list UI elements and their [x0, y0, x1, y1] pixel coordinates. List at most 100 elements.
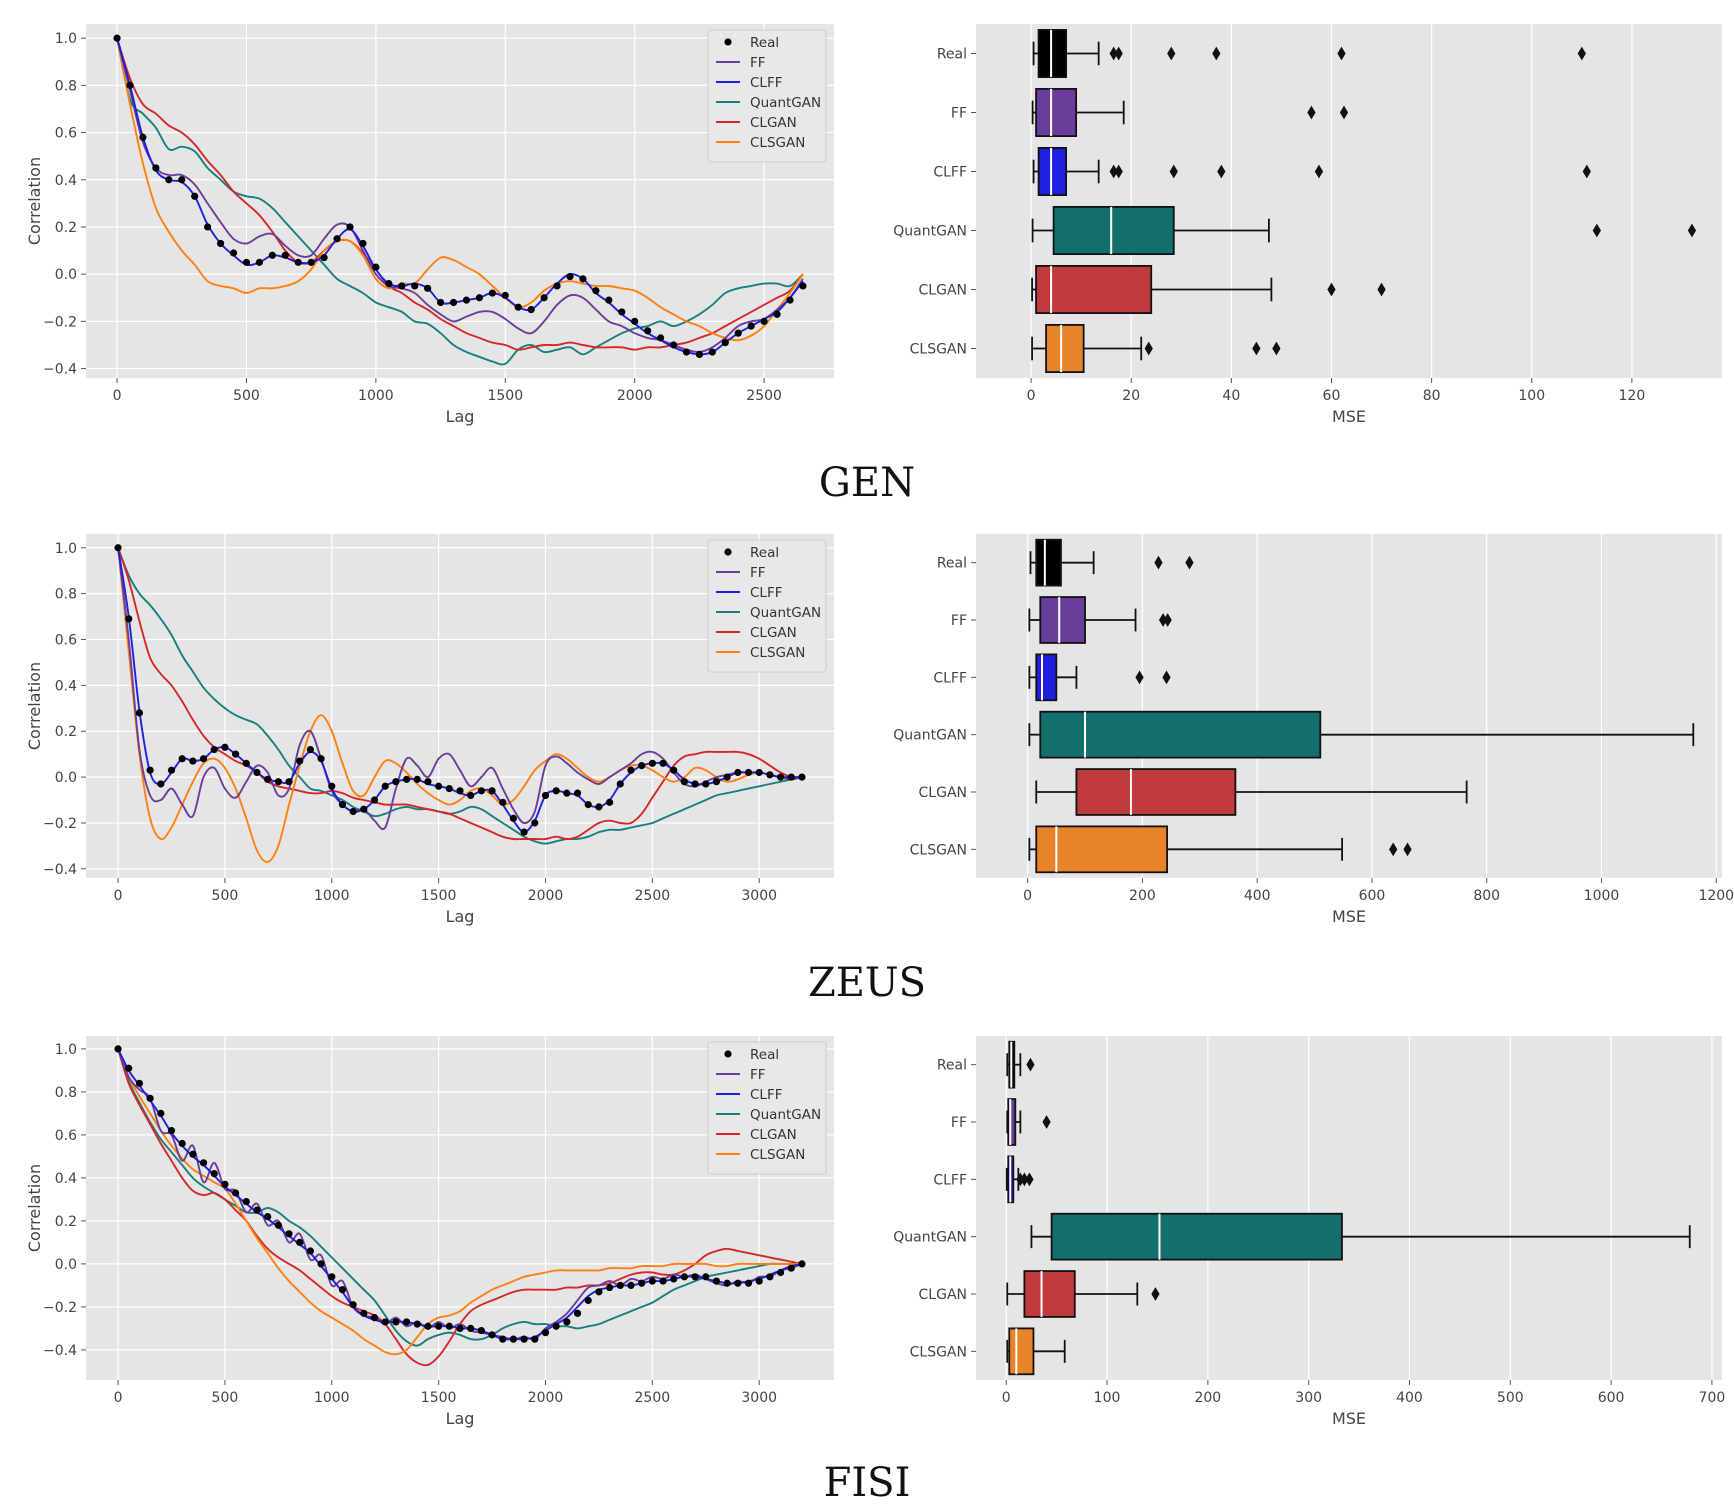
x-tick-label: 300: [1295, 1390, 1322, 1406]
y-tick-label: −0.2: [43, 816, 77, 832]
data-point-real: [477, 787, 485, 795]
data-point-real: [531, 1335, 539, 1343]
box-body: [1035, 538, 1062, 587]
data-point-real: [773, 310, 781, 318]
data-point-real: [798, 1260, 806, 1268]
outlier-marker: [1109, 46, 1118, 61]
data-point-real: [242, 1197, 250, 1206]
data-point-real: [488, 1331, 496, 1339]
box-body: [1035, 264, 1153, 314]
box-body: [1007, 1098, 1017, 1146]
legend-label: Real: [750, 1047, 779, 1063]
data-point-real: [712, 1277, 721, 1285]
series-line-quantgan: [117, 547, 803, 845]
box-clsgan: [1028, 825, 1412, 874]
y-tick-label: Real: [937, 556, 967, 572]
data-point-real: [552, 787, 560, 795]
y-axis-label: Correlation: [25, 1164, 44, 1252]
data-point-real: [755, 1277, 763, 1285]
data-point-real: [445, 784, 453, 793]
outlier-marker: [1114, 46, 1123, 61]
data-point-real: [157, 780, 165, 788]
box-real: [1029, 538, 1194, 587]
box-body: [1039, 710, 1322, 759]
legend-marker-real: [724, 548, 732, 556]
data-point-real: [317, 1260, 325, 1268]
data-point-real: [285, 778, 293, 786]
box-body: [1008, 1327, 1035, 1376]
x-tick-label: 500: [212, 888, 239, 904]
data-point-real: [467, 791, 475, 800]
x-tick-label: 0: [1002, 1390, 1011, 1406]
box-body: [1037, 28, 1068, 79]
data-point-real: [413, 775, 421, 783]
y-tick-label: 1.0: [55, 31, 77, 47]
data-point-real: [328, 782, 336, 790]
data-point-real: [553, 282, 561, 290]
x-tick-label: 40: [1222, 388, 1240, 404]
data-point-real: [338, 801, 347, 809]
plot-area: [976, 24, 1722, 378]
box-real: [1032, 28, 1586, 79]
x-tick-label: 400: [1396, 1390, 1423, 1406]
box-ff: [1028, 596, 1172, 644]
x-tick-label: 100: [1094, 1390, 1121, 1406]
box-body: [1039, 596, 1086, 644]
y-tick-label: QuantGAN: [893, 728, 967, 744]
series-real-points: [114, 544, 806, 836]
data-point-real: [402, 775, 411, 783]
data-point-real: [221, 1180, 229, 1188]
data-point-real: [734, 1279, 742, 1287]
data-point-real: [242, 258, 251, 266]
outlier-marker: [1314, 164, 1324, 179]
data-point-real: [349, 1301, 357, 1309]
data-point-real: [670, 1275, 678, 1283]
data-point-real: [392, 778, 400, 786]
data-point-real: [573, 1309, 582, 1317]
y-tick-label: CLFF: [933, 1172, 967, 1188]
y-tick-label: 0.4: [55, 173, 77, 189]
data-point-real: [787, 1264, 795, 1272]
data-point-real: [346, 223, 354, 231]
y-tick-label: 0.8: [55, 78, 77, 94]
data-point-real: [798, 773, 806, 781]
data-point-real: [385, 280, 393, 288]
data-point-real: [787, 773, 795, 781]
legend-label: CLFF: [750, 585, 782, 601]
data-point-real: [268, 251, 276, 259]
box-body: [1052, 205, 1175, 255]
data-point-real: [514, 303, 522, 311]
x-tick-label: 1000: [314, 888, 350, 904]
data-point-real: [584, 801, 592, 809]
legend-label: QuantGAN: [750, 605, 821, 621]
y-axis-label: Correlation: [25, 662, 44, 750]
data-point-real: [178, 1139, 186, 1148]
data-point-real: [114, 544, 122, 552]
data-point-real: [204, 223, 212, 231]
data-point-real: [125, 615, 133, 623]
x-tick-label: 1000: [358, 388, 394, 404]
box-quantgan: [1030, 1212, 1691, 1261]
legend-label: Real: [750, 545, 779, 561]
data-point-real: [229, 249, 238, 257]
box-clff: [1028, 653, 1171, 702]
plot-area: [976, 534, 1722, 878]
outlier-marker: [1252, 341, 1261, 356]
data-point-real: [702, 1273, 710, 1281]
data-point-real: [402, 1318, 411, 1326]
series-line-clgan: [116, 37, 804, 351]
x-tick-label: 0: [114, 1390, 123, 1406]
y-tick-label: 0.6: [55, 632, 77, 648]
data-point-real: [501, 291, 509, 299]
x-tick-label: 2000: [617, 388, 653, 404]
data-point-real: [579, 275, 587, 283]
y-tick-label: 0.0: [55, 770, 77, 786]
outlier-marker: [1577, 46, 1586, 61]
row-title-gen: GEN: [818, 460, 916, 506]
data-point-real: [488, 787, 496, 795]
box-clsgan: [1031, 323, 1281, 373]
row-title-zeus: ZEUS: [807, 960, 927, 1006]
outlier-marker: [1163, 613, 1172, 627]
data-point-real: [592, 287, 600, 295]
data-point-real: [488, 289, 496, 297]
